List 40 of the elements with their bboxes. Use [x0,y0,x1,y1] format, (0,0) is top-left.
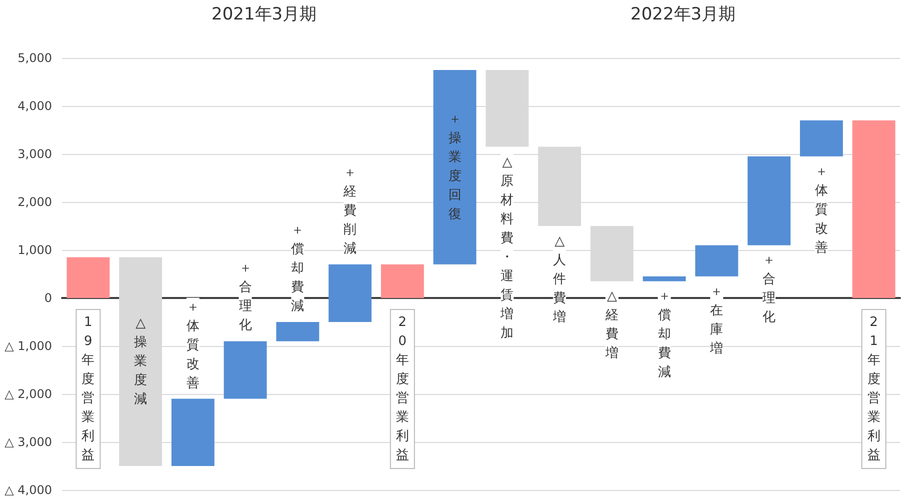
bar [852,120,896,298]
bar [171,398,214,466]
bar [800,120,843,156]
text: 2021年3月期 [212,4,317,24]
y-tick-label: 4,000 [18,99,52,113]
y-tick-label: 3,000 [18,147,52,161]
x-tick-label: 21年度営業利益 [867,315,880,463]
x-tick-label: ＋操業度回復 [448,112,462,222]
category-label: △原材料費・運賃増加 [500,154,514,341]
x-tick-label: △人件費増 [552,234,566,325]
x-tick-label: ＋体質改善 [814,164,828,256]
y-tick-label: 1,000 [18,243,52,257]
text: 2022年3月期 [630,4,736,24]
bar [380,264,424,298]
x-tick-label: ＋在庫増 [709,284,724,356]
bar [276,322,320,342]
x-tick-label: ＋合理化 [238,261,252,334]
y-tick-label: 5,000 [18,51,52,65]
bar [224,341,267,399]
x-tick-label: △経費増 [604,289,618,362]
x-tick-label: ＋償却費減 [658,289,671,380]
y-tick-label: 2,000 [18,195,52,209]
bar [642,276,686,282]
bar [748,156,791,246]
x-tick-label: ＋償却費減 [291,223,304,314]
bar [328,264,372,322]
y-tick-label: △ 4,000 [4,483,52,497]
x-tick-label: 19年度営業利益 [82,315,95,463]
x-tick-label: △操業度減 [134,316,148,408]
x-tick-label: 20年度営業利益 [396,315,409,463]
bar [433,70,476,264]
y-tick-label: △ 1,000 [4,339,52,353]
x-tick-label: ＋経費削減 [342,165,357,256]
x-tick-label: ＋合理化 [762,253,776,326]
x-tick-label: ＋体質改善 [186,300,200,391]
y-tick-label: 0 [44,291,52,305]
y-tick-label: △ 3,000 [4,435,52,449]
bar [695,245,738,276]
bar [66,257,110,298]
y-tick-label: △ 2,000 [4,387,52,401]
